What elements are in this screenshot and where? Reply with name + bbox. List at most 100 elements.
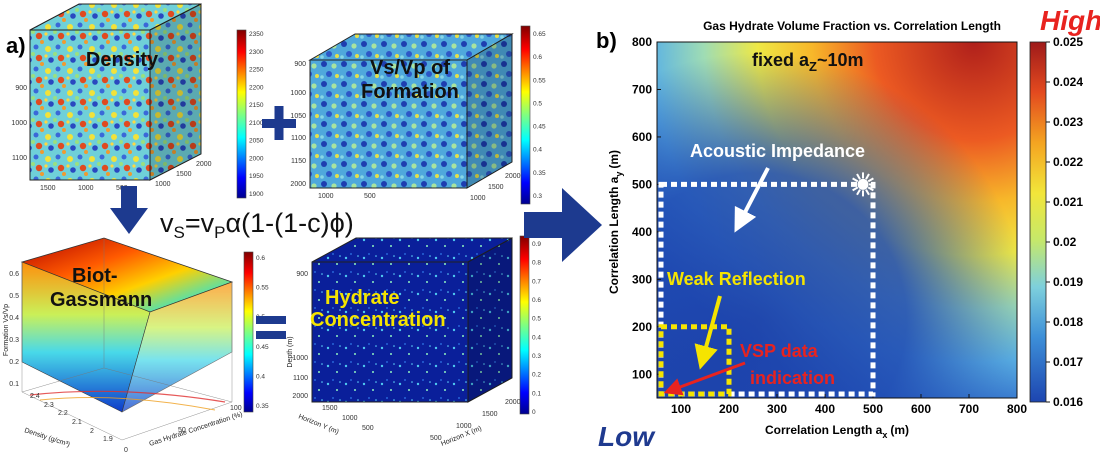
density-colorbar <box>236 29 247 199</box>
density-bottom-tick: 1000 <box>78 185 94 192</box>
colorbar-tick-label: 0.025 <box>1053 35 1083 49</box>
vsvp-colorbar-tick: 0.6 <box>533 54 542 61</box>
vsvp-colorbar-tick: 0.55 <box>533 77 546 84</box>
vsvp-title-line2: Formation <box>361 81 459 103</box>
sun-ray <box>856 189 861 196</box>
colorbar-tick-label: 0.024 <box>1053 75 1083 89</box>
y-tick-label: 500 <box>632 177 652 191</box>
hydrate-colorbar-tick: 0.6 <box>532 297 541 304</box>
vsvp-colorbar-tick: 0.45 <box>533 124 546 131</box>
vsvp-colorbar <box>520 25 531 205</box>
x-axis-label-sub: x <box>882 430 887 440</box>
x-ticks: 100 200 300 400 500 600 700 800 <box>671 394 1027 416</box>
hydrate-colorbar <box>519 235 530 415</box>
hydrate-xlabel-y: Horizon Y (m) <box>297 413 339 436</box>
vsvp-bottom-ticks: 1000 500 1000 1500 2000 <box>318 173 521 202</box>
biot-gassmann-panel: Biot- Gassmann Formation Vs/Vp 0.6 0.5 0… <box>3 237 269 454</box>
colorbar-tick-label: 0.016 <box>1053 395 1083 409</box>
subtitle-sub: Z <box>809 59 817 74</box>
sun-core <box>857 178 869 190</box>
y-axis-label-main: Correlation Length a <box>607 176 621 294</box>
high-label: High <box>1040 5 1100 36</box>
hydrate-colorbar-tick: 0.5 <box>532 316 541 323</box>
vsvp-left-tick: 1100 <box>291 135 306 142</box>
density-colorbar-tick: 2200 <box>249 84 264 91</box>
equation-v: v <box>160 208 174 238</box>
sun-ray <box>867 177 874 183</box>
hydrate-colorbar-tick: 0.3 <box>532 353 541 360</box>
hydrate-colorbar-tick: 0.1 <box>532 390 541 397</box>
y-tick-label: 300 <box>632 272 652 286</box>
x-tick-label: 400 <box>815 402 835 416</box>
vsvp-colorbar-tick: 0.4 <box>533 147 542 154</box>
hydrate-colorbar-tick: 0.4 <box>532 334 541 341</box>
subtitle-end: ~10m <box>817 50 864 70</box>
sun-ray <box>852 177 859 183</box>
density-left-tick: 1000 <box>11 120 27 127</box>
hydrate-bottom-tick-x: 500 <box>430 435 442 442</box>
colorbar-tick-label: 0.02 <box>1053 235 1077 249</box>
biot-x-tick: 2.2 <box>58 410 68 417</box>
x-tick-label: 700 <box>959 402 979 416</box>
colorbar-tick-label: 0.021 <box>1053 195 1083 209</box>
y-axis-label-unit: (m) <box>607 150 621 169</box>
hydrate-cube: Hydrate Concentration Depth (m) 900 1000… <box>287 235 541 448</box>
vsvp-left-tick: 2000 <box>290 181 306 188</box>
x-tick-label: 100 <box>671 402 691 416</box>
hydrate-bottom-tick-x: 1500 <box>482 411 498 418</box>
colorbar-tick-label: 0.019 <box>1053 275 1083 289</box>
vsvp-left-tick: 1000 <box>290 90 306 97</box>
y-tick-label: 800 <box>632 35 652 49</box>
biot-y-tick: 50 <box>178 427 186 434</box>
biot-xlabel: Density (g/cm³) <box>23 427 70 448</box>
equation: vS=vPα(1-(1-c)ϕ) <box>160 208 354 242</box>
panel-a: a) Density 900 1000 1100 1500 1000 500 1… <box>3 3 546 454</box>
biot-x-tick: 1.9 <box>103 436 113 443</box>
hydrate-bottom-tick-x: 1000 <box>456 423 472 430</box>
vsvp-left-tick: 1050 <box>290 113 306 120</box>
density-right-tick: 2000 <box>196 161 212 168</box>
y-axis-label-sub: y <box>614 172 624 177</box>
hydrate-left-ticks: 900 1000 1100 2000 <box>292 271 308 400</box>
biot-x-tick: 2.3 <box>44 402 54 409</box>
vsvp-colorbar-tick: 0.35 <box>533 170 546 177</box>
annotation-vsp-line2: indication <box>750 368 835 388</box>
vsvp-colorbar-ticks: 0.65 0.6 0.55 0.5 0.45 0.4 0.35 0.3 <box>533 31 546 200</box>
hydrate-colorbar-tick: 0.7 <box>532 278 541 285</box>
hydrate-bottom-ticks: 1500 1000 500 500 1000 1500 2000 <box>322 399 521 442</box>
y-tick-label: 400 <box>632 225 652 239</box>
density-cube: Density 900 1000 1100 1500 1000 500 1000… <box>11 3 264 199</box>
panel-b-label: b) <box>596 28 617 53</box>
y-ticks: 100 200 300 400 500 600 700 800 <box>632 35 661 381</box>
panel-transition-arrow <box>524 188 602 262</box>
density-title: Density <box>86 49 159 71</box>
biot-ylabel: Gas Hydrate Concentration (%) <box>148 411 243 448</box>
sun-ray <box>865 173 870 180</box>
equals-sign <box>256 316 286 339</box>
heatmap-core <box>657 42 1017 398</box>
density-bottom-tick: 1500 <box>40 185 56 192</box>
y-tick-label: 200 <box>632 320 652 334</box>
density-left-ticks: 900 1000 1100 <box>11 85 27 162</box>
vsp-arrow <box>663 361 746 396</box>
vsvp-colorbar-tick: 0.3 <box>533 193 542 200</box>
sun-ray <box>867 186 874 192</box>
density-left-tick: 900 <box>15 85 27 92</box>
chart-title: Gas Hydrate Volume Fraction vs. Correlat… <box>703 19 1001 33</box>
weak-arrow <box>694 295 722 370</box>
biot-z-tick: 0.5 <box>9 293 19 300</box>
down-arrow <box>110 186 148 234</box>
heatmap-frame <box>656 41 1018 399</box>
vsvp-colorbar-tick: 0.65 <box>533 31 546 38</box>
hydrate-colorbar-ticks: 0.9 0.8 0.7 0.6 0.5 0.4 0.3 0.2 0.1 0 <box>532 241 541 416</box>
biot-y-tick: 100 <box>230 405 242 412</box>
vsvp-right-tick: 2000 <box>505 173 521 180</box>
biot-colorbar-tick: 0.55 <box>256 285 269 292</box>
density-colorbar-tick: 2350 <box>249 31 264 38</box>
biot-z-tick: 0.2 <box>9 359 19 366</box>
vsvp-left-tick: 1150 <box>291 158 306 165</box>
hydrate-left-tick: 1100 <box>293 375 308 382</box>
colorbar-tick-label: 0.023 <box>1053 115 1083 129</box>
vsvp-title-line1: Vs/Vp of <box>370 57 450 79</box>
